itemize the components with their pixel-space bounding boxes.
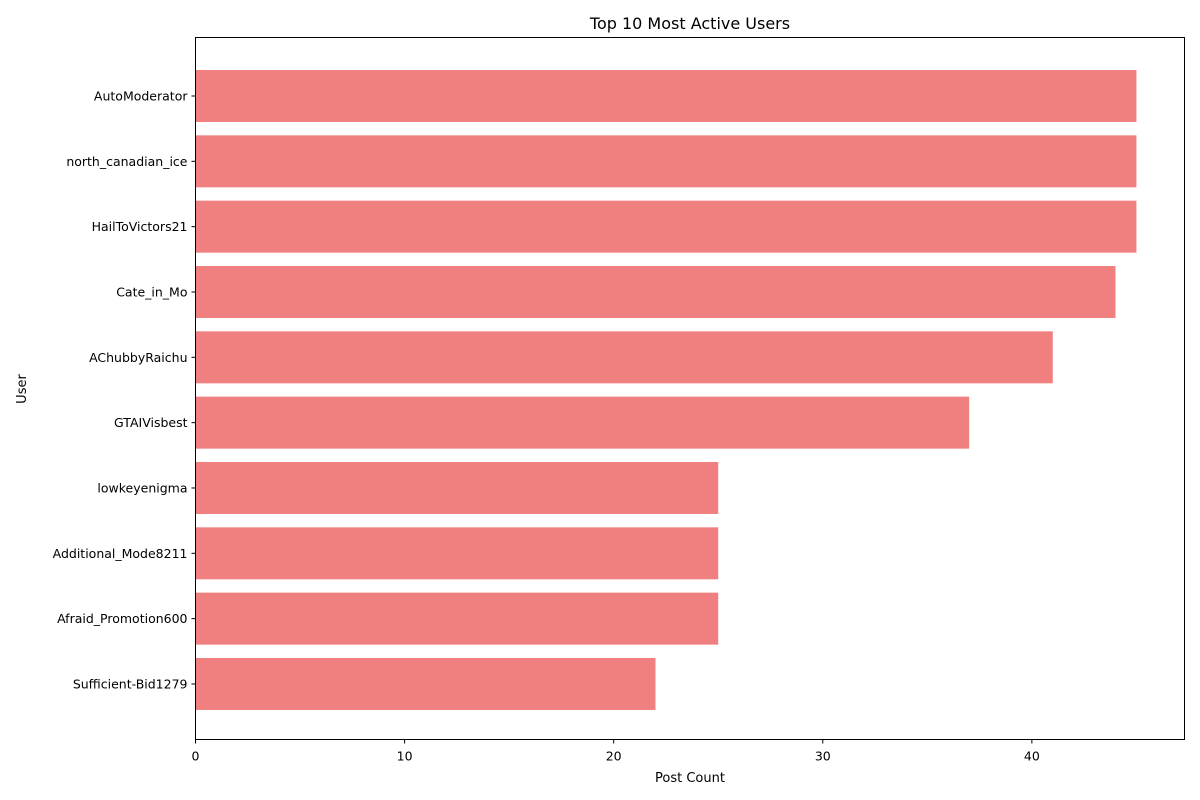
x-tick-label: 0: [192, 749, 200, 764]
bar: [195, 70, 1137, 122]
y-tick-label: Additional_Mode8211: [53, 546, 188, 561]
plot-frame: [195, 37, 1185, 740]
bar: [195, 396, 970, 449]
bar: [195, 200, 1137, 253]
y-tick-label: lowkeyenigma: [97, 480, 187, 495]
x-tick-label: 30: [815, 749, 831, 764]
chart-title: Top 10 Most Active Users: [589, 14, 790, 33]
bar: [195, 265, 1116, 318]
x-tick-label: 20: [606, 749, 622, 764]
y-axis-label: User: [15, 374, 30, 404]
y-tick-label: GTAIVisbest: [114, 415, 188, 430]
x-tick-label: 40: [1024, 749, 1040, 764]
x-tick-label: 10: [397, 749, 413, 764]
x-axis-label: Post Count: [655, 771, 725, 786]
y-axis-ticks: AutoModerator north_canadian_ice HailToVic…: [53, 89, 196, 691]
y-tick-label: AutoModerator: [94, 89, 188, 104]
y-tick-label: Afraid_Promotion600: [57, 611, 187, 626]
bar: [195, 592, 719, 645]
bar: [195, 527, 719, 580]
y-tick-label: HailToVictors21: [92, 219, 188, 234]
bar: [195, 135, 1137, 188]
bar: [195, 331, 1053, 384]
y-tick-label: north_canadian_ice: [66, 154, 187, 169]
x-axis-ticks: 0 10 20 30 40: [192, 739, 1040, 764]
y-tick-label: Cate_in_Mo: [116, 284, 187, 299]
bar: [195, 461, 719, 514]
y-tick-label: Sufficient-Bid1279: [73, 676, 188, 691]
bar: [195, 657, 656, 710]
bars-group: [195, 70, 1137, 710]
y-tick-label: AChubbyRaichu: [89, 350, 187, 365]
